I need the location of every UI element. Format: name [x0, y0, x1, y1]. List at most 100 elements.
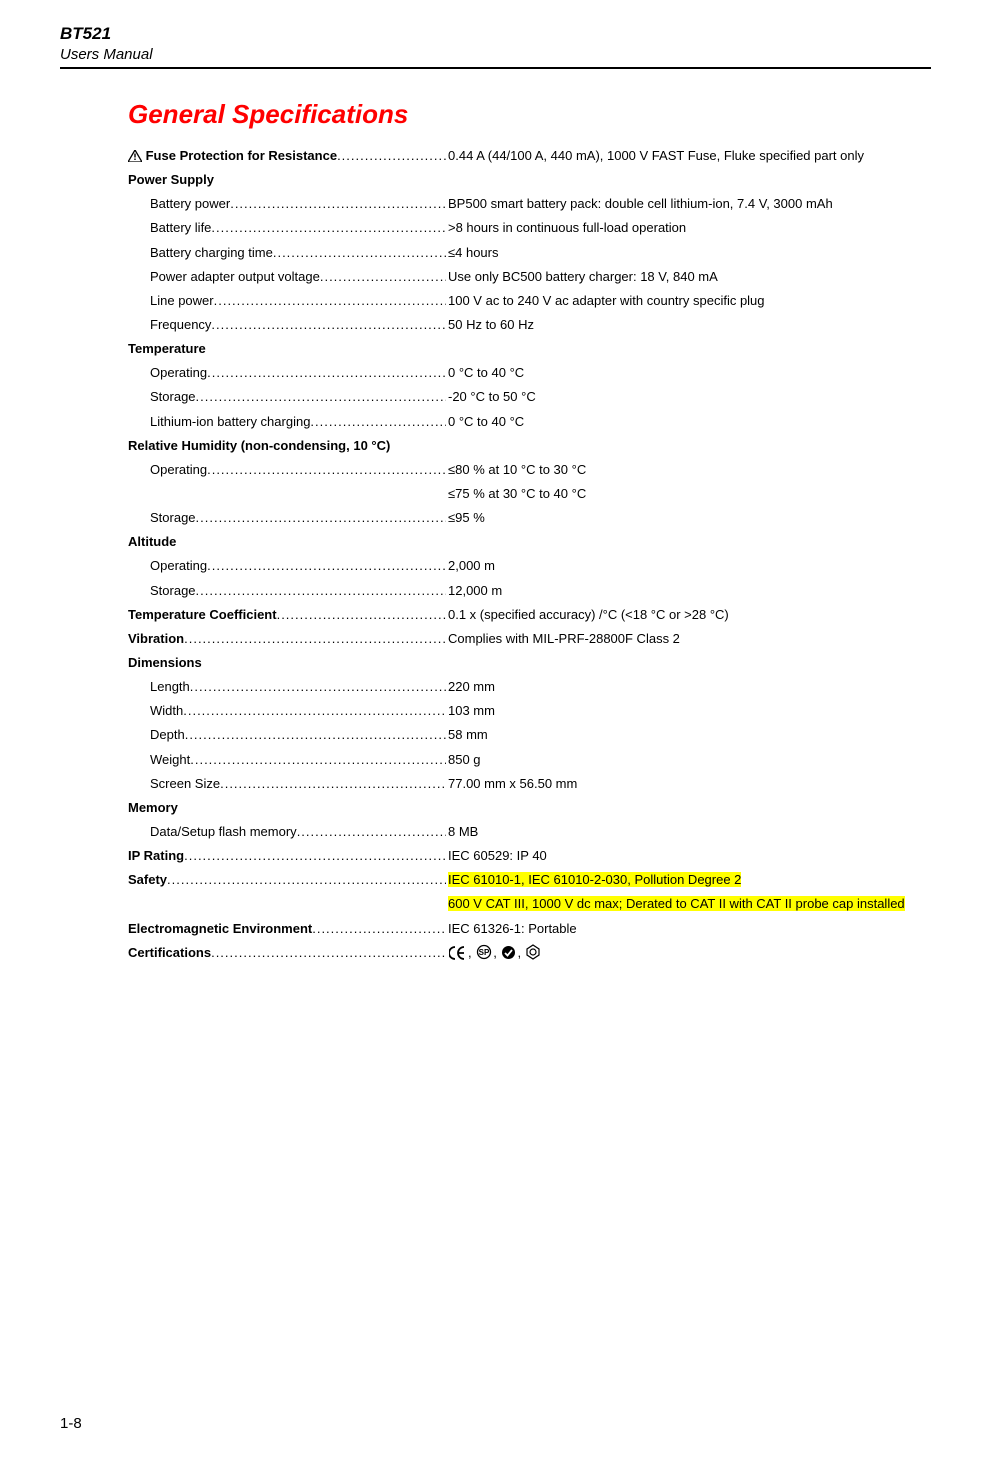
leader-dots: ........................................…: [184, 846, 446, 866]
spec-value: IEC 61326-1: Portable: [448, 921, 577, 936]
spec-row: Storage.................................…: [128, 387, 931, 407]
section-title: General Specifications: [128, 99, 931, 130]
spec-label: Frequency: [150, 315, 211, 335]
spec-subhead-label: Dimensions: [128, 653, 202, 673]
spec-row: Battery charging time...................…: [128, 243, 931, 263]
leader-dots: ........................................…: [167, 870, 446, 890]
leader-dots: ........................................…: [211, 315, 446, 335]
spec-value: ≤4 hours: [448, 245, 499, 260]
spec-row: Operating...............................…: [128, 460, 931, 480]
spec-value: ≤80 % at 10 °C to 30 °C: [448, 462, 586, 477]
spec-subhead-label: Memory: [128, 798, 178, 818]
leader-dots: ........................................…: [312, 919, 446, 939]
spec-label: Electromagnetic Environment: [128, 919, 312, 939]
spec-label: Line power: [150, 291, 214, 311]
leader-dots: ........................................…: [337, 146, 446, 166]
spec-row: Operating...............................…: [128, 363, 931, 383]
spec-subhead-label: Power Supply: [128, 170, 214, 190]
warning-icon: [128, 150, 142, 162]
spec-value: IEC 60529: IP 40: [448, 848, 547, 863]
spec-row: Operating...............................…: [128, 556, 931, 576]
header-subtitle: Users Manual: [60, 46, 931, 63]
spec-label: Operating: [150, 556, 207, 576]
spec-value: ≤95 %: [448, 510, 485, 525]
csa-mark-icon: SP: [476, 944, 492, 960]
spec-subhead: Dimensions: [128, 653, 931, 673]
leader-dots: ........................................…: [196, 581, 446, 601]
c-tick-mark-icon: [501, 945, 516, 960]
spec-value: Use only BC500 battery charger: 18 V, 84…: [448, 269, 718, 284]
spec-value: 0 °C to 40 °C: [448, 365, 524, 380]
content-area: General Specifications Fuse Protection f…: [60, 69, 931, 963]
spec-value: >8 hours in continuous full-load operati…: [448, 220, 686, 235]
leader-dots: ........................................…: [185, 725, 446, 745]
spec-value: 58 mm: [448, 727, 488, 742]
spec-label: Storage: [150, 581, 196, 601]
spec-value: IEC 61010-1, IEC 61010-2-030, Pollution …: [448, 872, 741, 887]
spec-row: Data/Setup flash memory.................…: [128, 822, 931, 842]
spec-row: Certifications..........................…: [128, 943, 931, 963]
spec-label: Battery charging time: [150, 243, 273, 263]
spec-label: Power adapter output voltage: [150, 267, 320, 287]
header-model: BT521: [60, 24, 931, 44]
spec-value: 77.00 mm x 56.50 mm: [448, 776, 577, 791]
spec-row: Storage.................................…: [128, 508, 931, 528]
spec-value: 50 Hz to 60 Hz: [448, 317, 534, 332]
spec-row: Power adapter output voltage............…: [128, 267, 931, 287]
spec-value: -20 °C to 50 °C: [448, 389, 536, 404]
leader-dots: ........................................…: [320, 267, 446, 287]
spec-subhead: Altitude: [128, 532, 931, 552]
spec-label: Battery life: [150, 218, 211, 238]
spec-row: Lithium-ion battery charging............…: [128, 412, 931, 432]
spec-label: Storage: [150, 387, 196, 407]
spec-row: Frequency...............................…: [128, 315, 931, 335]
leader-dots: ........................................…: [214, 291, 446, 311]
spec-label: Length: [150, 677, 190, 697]
spec-label: Operating: [150, 460, 207, 480]
leader-dots: ........................................…: [190, 677, 446, 697]
leader-dots: ........................................…: [220, 774, 446, 794]
spec-row: Vibration...............................…: [128, 629, 931, 649]
leader-dots: ........................................…: [196, 387, 446, 407]
leader-dots: ........................................…: [207, 556, 446, 576]
spec-row: Length..................................…: [128, 677, 931, 697]
spec-value: BP500 smart battery pack: double cell li…: [448, 196, 833, 211]
spec-subhead: Temperature: [128, 339, 931, 359]
spec-value: 103 mm: [448, 703, 495, 718]
leader-dots: ........................................…: [211, 218, 446, 238]
spec-row: Storage.................................…: [128, 581, 931, 601]
spec-row: Battery power...........................…: [128, 194, 931, 214]
spec-value: 0.44 A (44/100 A, 440 mA), 1000 V FAST F…: [448, 148, 864, 163]
spec-subhead: Relative Humidity (non-condensing, 10 °C…: [128, 436, 931, 456]
spec-label: Temperature Coefficient: [128, 605, 277, 625]
spec-continuation: x≤75 % at 30 °C to 40 °C: [128, 484, 931, 504]
spec-label: Storage: [150, 508, 196, 528]
spec-label: IP Rating: [128, 846, 184, 866]
spec-row: IP Rating...............................…: [128, 846, 931, 866]
spec-value: 0 °C to 40 °C: [448, 414, 524, 429]
leader-dots: ........................................…: [211, 943, 446, 963]
spec-label: Depth: [150, 725, 185, 745]
kcc-mark-icon: [526, 944, 540, 960]
spec-value: ≤75 % at 30 °C to 40 °C: [448, 486, 586, 501]
spec-label: Weight: [150, 750, 190, 770]
leader-dots: ........................................…: [273, 243, 446, 263]
spec-list: Fuse Protection for Resistance..........…: [128, 146, 931, 963]
spec-value: 850 g: [448, 752, 481, 767]
leader-dots: ........................................…: [207, 460, 446, 480]
spec-label: Operating: [150, 363, 207, 383]
svg-text:SP: SP: [479, 948, 490, 957]
spec-row: Temperature Coefficient.................…: [128, 605, 931, 625]
leader-dots: ........................................…: [190, 750, 446, 770]
leader-dots: ........................................…: [297, 822, 446, 842]
leader-dots: ........................................…: [196, 508, 446, 528]
spec-row: Depth...................................…: [128, 725, 931, 745]
spec-label: Data/Setup flash memory: [150, 822, 297, 842]
spec-value: 2,000 m: [448, 558, 495, 573]
spec-label: Certifications: [128, 943, 211, 963]
spec-subhead: Power Supply: [128, 170, 931, 190]
leader-dots: ........................................…: [277, 605, 446, 625]
spec-value: 0.1 x (specified accuracy) /°C (<18 °C o…: [448, 607, 729, 622]
spec-subhead: Memory: [128, 798, 931, 818]
spec-subhead-label: Relative Humidity (non-condensing, 10 °C…: [128, 436, 390, 456]
